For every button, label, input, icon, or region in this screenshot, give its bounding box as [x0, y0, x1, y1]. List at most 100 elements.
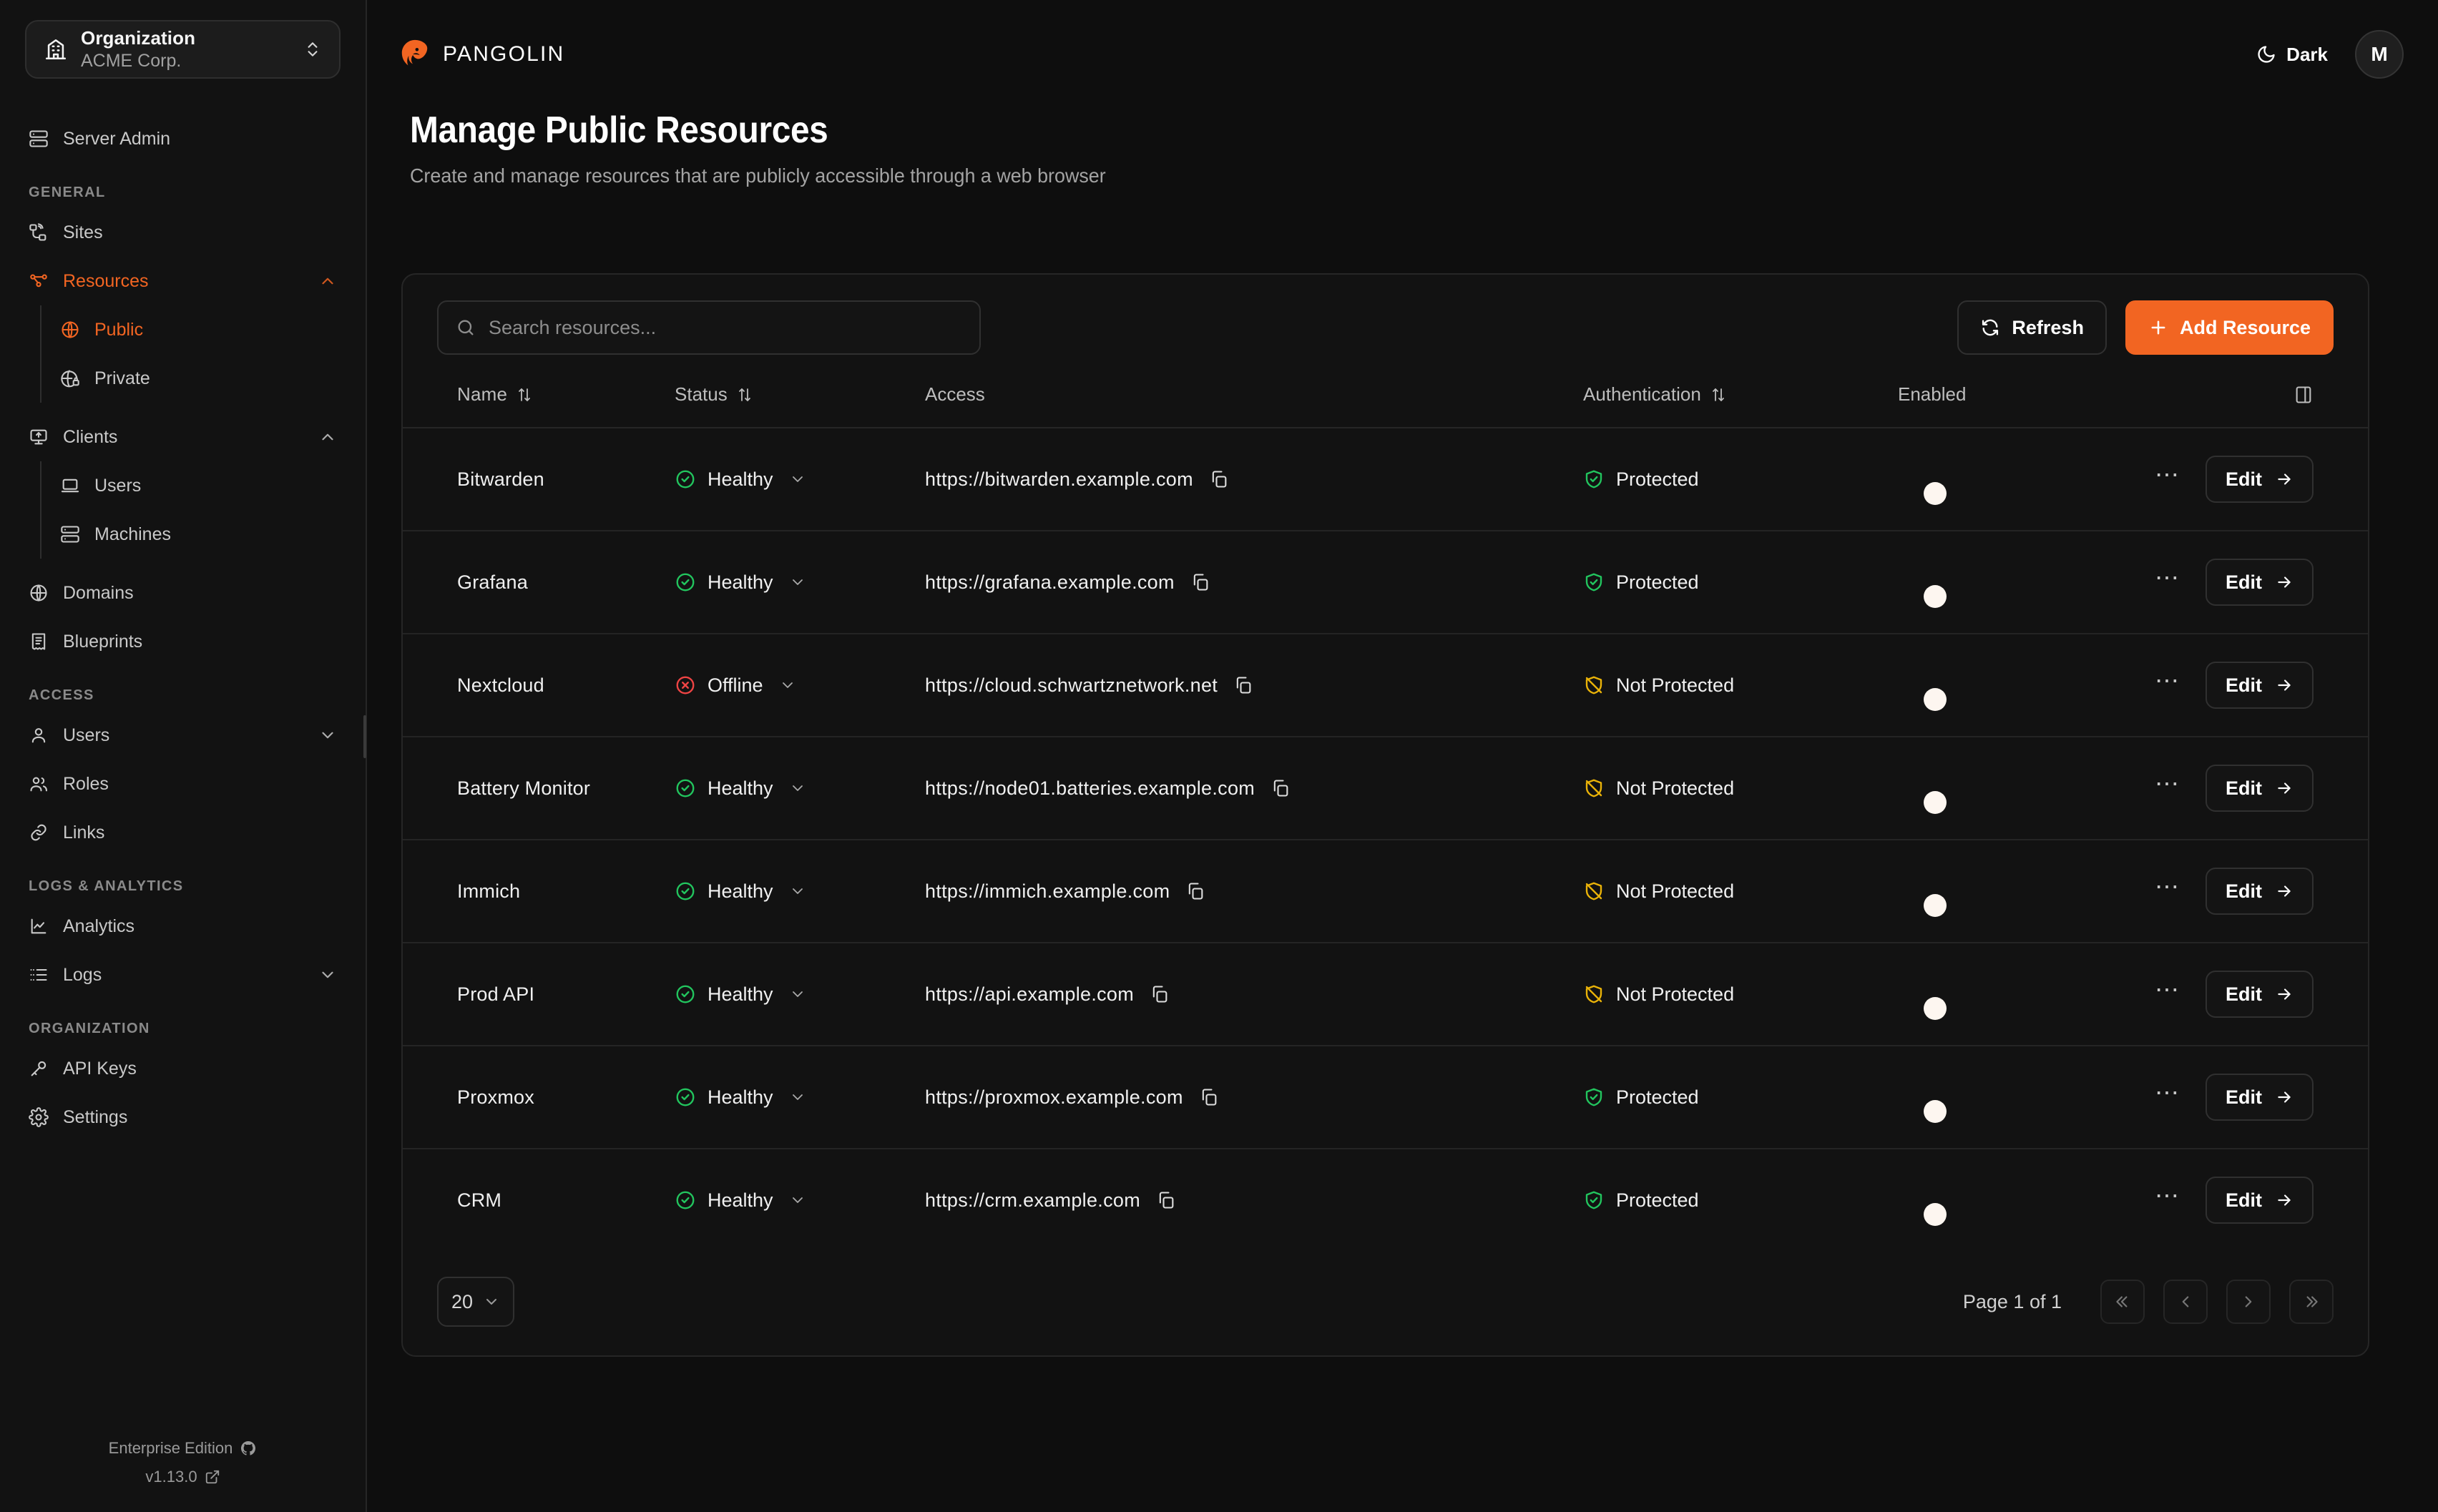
row-more-button[interactable]: ⋯	[2155, 976, 2181, 1003]
last-page-button[interactable]	[2289, 1280, 2334, 1324]
chevron-up-icon[interactable]	[318, 428, 337, 446]
refresh-button[interactable]: Refresh	[1957, 300, 2107, 355]
sort-icon[interactable]	[516, 386, 533, 403]
sidebar-item-api-keys[interactable]: API Keys	[20, 1044, 346, 1093]
edit-button[interactable]: Edit	[2206, 971, 2314, 1018]
edition-line[interactable]: Enterprise Edition	[0, 1439, 366, 1458]
sidebar-item-logs[interactable]: Logs	[20, 951, 346, 999]
row-more-button[interactable]: ⋯	[2155, 1079, 2181, 1106]
version-line[interactable]: v1.13.0	[0, 1468, 366, 1486]
table-row[interactable]: Proxmox Healthy https://proxmox.example.co…	[403, 1046, 2368, 1149]
status-dropdown-icon[interactable]	[789, 574, 806, 591]
row-more-button[interactable]: ⋯	[2155, 667, 2181, 694]
resource-url[interactable]: https://cloud.schwartznetwork.net	[925, 674, 1218, 696]
column-header-name[interactable]: Name	[403, 376, 675, 428]
sidebar-item-blueprints[interactable]: Blueprints	[20, 617, 346, 666]
first-page-button[interactable]	[2100, 1280, 2145, 1324]
resource-url[interactable]: https://immich.example.com	[925, 880, 1170, 902]
column-header-authentication[interactable]: Authentication	[1583, 376, 1898, 428]
sidebar-item-links[interactable]: Links	[20, 808, 346, 857]
copy-icon[interactable]	[1271, 778, 1291, 798]
edit-button[interactable]: Edit	[2206, 1074, 2314, 1121]
page-title: Manage Public Resources	[410, 109, 828, 151]
table-row[interactable]: CRM Healthy https://crm.example.com Protect…	[403, 1149, 2368, 1251]
status-dropdown-icon[interactable]	[789, 471, 806, 488]
avatar[interactable]: M	[2355, 30, 2404, 79]
row-more-button[interactable]: ⋯	[2155, 1182, 2181, 1209]
row-more-button[interactable]: ⋯	[2155, 461, 2181, 489]
add-resource-button[interactable]: Add Resource	[2125, 300, 2334, 355]
resource-url[interactable]: https://grafana.example.com	[925, 571, 1175, 593]
next-page-button[interactable]	[2226, 1280, 2271, 1324]
search-input[interactable]: Search resources...	[437, 300, 981, 355]
page-info: Page 1 of 1	[1962, 1290, 2062, 1312]
sidebar-item-resources[interactable]: Resources	[20, 257, 346, 305]
table-row[interactable]: Immich Healthy https://immich.example.com N…	[403, 840, 2368, 943]
org-switcher[interactable]: Organization ACME Corp.	[25, 20, 341, 79]
table-row[interactable]: Nextcloud Offline https://cloud.schwartzne…	[403, 634, 2368, 737]
copy-icon[interactable]	[1233, 675, 1253, 695]
sidebar-scrollbar[interactable]	[363, 715, 366, 758]
edit-button[interactable]: Edit	[2206, 1177, 2314, 1224]
chevron-down-icon[interactable]	[318, 966, 337, 984]
external-link-icon[interactable]	[205, 1469, 220, 1485]
copy-icon[interactable]	[1209, 469, 1229, 489]
status-dropdown-icon[interactable]	[779, 677, 796, 694]
sidebar-item-public[interactable]: Public	[52, 305, 346, 354]
sort-icon[interactable]	[736, 386, 753, 403]
sidebar-item-settings[interactable]: Settings	[20, 1093, 346, 1142]
row-more-button[interactable]: ⋯	[2155, 873, 2181, 900]
arrow-right-icon	[2275, 573, 2293, 591]
sidebar-item-clients[interactable]: Clients	[20, 413, 346, 461]
edit-button[interactable]: Edit	[2206, 662, 2314, 709]
edit-button[interactable]: Edit	[2206, 765, 2314, 812]
copy-icon[interactable]	[1190, 572, 1210, 592]
page-size-select[interactable]: 20	[437, 1277, 514, 1327]
sidebar-item-analytics[interactable]: Analytics	[20, 902, 346, 951]
column-settings-icon[interactable]	[2293, 385, 2314, 405]
resource-url[interactable]: https://node01.batteries.example.com	[925, 777, 1255, 799]
status-dropdown-icon[interactable]	[789, 883, 806, 900]
sidebar-item-users[interactable]: Users	[20, 711, 346, 760]
theme-toggle[interactable]: Dark	[2256, 44, 2328, 66]
resource-url[interactable]: https://crm.example.com	[925, 1189, 1140, 1211]
cell-name: Battery Monitor	[403, 737, 675, 840]
copy-icon[interactable]	[1150, 984, 1170, 1004]
edit-button[interactable]: Edit	[2206, 456, 2314, 503]
table-row[interactable]: Prod API Healthy https://api.example.com No…	[403, 943, 2368, 1046]
copy-icon[interactable]	[1185, 881, 1205, 901]
status-dropdown-icon[interactable]	[789, 1192, 806, 1209]
sidebar-item-server-admin[interactable]: Server Admin	[20, 114, 346, 163]
chevron-down-icon[interactable]	[318, 726, 337, 745]
sidebar-item-client-users[interactable]: Users	[52, 461, 346, 510]
row-more-button[interactable]: ⋯	[2155, 564, 2181, 591]
resource-url[interactable]: https://bitwarden.example.com	[925, 468, 1193, 490]
table-row[interactable]: Battery Monitor Healthy https://node01.bat…	[403, 737, 2368, 840]
copy-icon[interactable]	[1199, 1087, 1219, 1107]
sidebar-item-private[interactable]: Private	[52, 354, 346, 403]
sort-icon[interactable]	[1710, 386, 1727, 403]
sidebar-item-machines[interactable]: Machines	[52, 510, 346, 559]
resource-url[interactable]: https://api.example.com	[925, 983, 1135, 1005]
chevron-up-icon[interactable]	[318, 272, 337, 290]
copy-icon[interactable]	[1156, 1190, 1176, 1210]
brand[interactable]: PANGOLIN	[398, 38, 564, 71]
status-healthy-icon	[675, 1189, 696, 1211]
status-dropdown-icon[interactable]	[789, 986, 806, 1003]
auth-protected-icon	[1583, 1189, 1605, 1211]
row-more-button[interactable]: ⋯	[2155, 770, 2181, 797]
table-row[interactable]: Grafana Healthy https://grafana.example.co…	[403, 531, 2368, 634]
status-dropdown-icon[interactable]	[789, 780, 806, 797]
resource-url[interactable]: https://proxmox.example.com	[925, 1086, 1183, 1108]
table-row[interactable]: Bitwarden Healthy https://bitwarden.exampl…	[403, 428, 2368, 531]
github-icon[interactable]	[240, 1440, 257, 1457]
sidebar-item-sites[interactable]: Sites	[20, 208, 346, 257]
cell-actions: ⋯ Edit	[2084, 943, 2368, 1046]
edit-button[interactable]: Edit	[2206, 559, 2314, 606]
column-header-status[interactable]: Status	[675, 376, 925, 428]
status-dropdown-icon[interactable]	[789, 1089, 806, 1106]
edit-button[interactable]: Edit	[2206, 868, 2314, 915]
prev-page-button[interactable]	[2163, 1280, 2208, 1324]
sidebar-item-domains[interactable]: Domains	[20, 569, 346, 617]
sidebar-item-roles[interactable]: Roles	[20, 760, 346, 808]
